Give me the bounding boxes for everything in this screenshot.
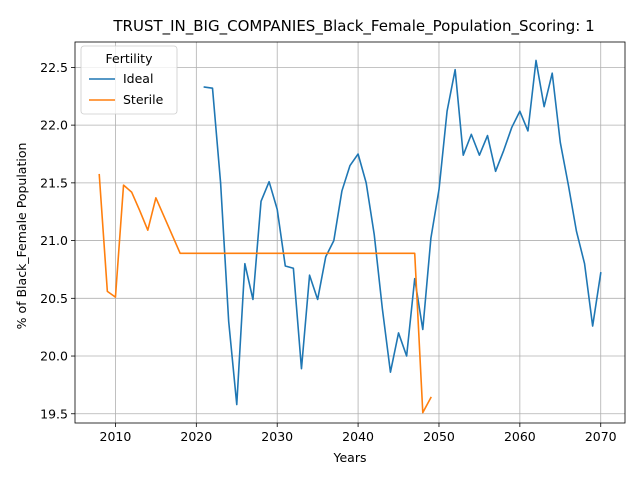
y-tick-label: 20.5: [40, 291, 68, 306]
y-axis-label: % of Black_Female Population: [14, 143, 29, 330]
x-tick-label: 2040: [342, 429, 374, 444]
x-tick-label: 2050: [423, 429, 455, 444]
y-tick-label: 21.5: [40, 175, 68, 190]
legend: Fertility Ideal Sterile: [81, 46, 177, 114]
legend-label-ideal: Ideal: [123, 71, 153, 86]
x-tick-label: 2020: [180, 429, 212, 444]
y-tick-label: 19.5: [40, 406, 68, 421]
y-tick-label: 22.0: [40, 118, 68, 133]
chart-title: TRUST_IN_BIG_COMPANIES_Black_Female_Popu…: [112, 17, 594, 36]
x-axis-label: Years: [333, 450, 367, 465]
legend-title: Fertility: [106, 51, 154, 66]
x-tick-label: 2070: [585, 429, 617, 444]
y-tick-label: 21.0: [40, 233, 68, 248]
x-tick-label: 2060: [504, 429, 536, 444]
x-tick-label: 2010: [100, 429, 132, 444]
legend-label-sterile: Sterile: [123, 92, 164, 107]
y-tick-label: 22.5: [40, 60, 68, 75]
y-tick-label: 20.0: [40, 349, 68, 364]
x-tick-label: 2030: [261, 429, 293, 444]
